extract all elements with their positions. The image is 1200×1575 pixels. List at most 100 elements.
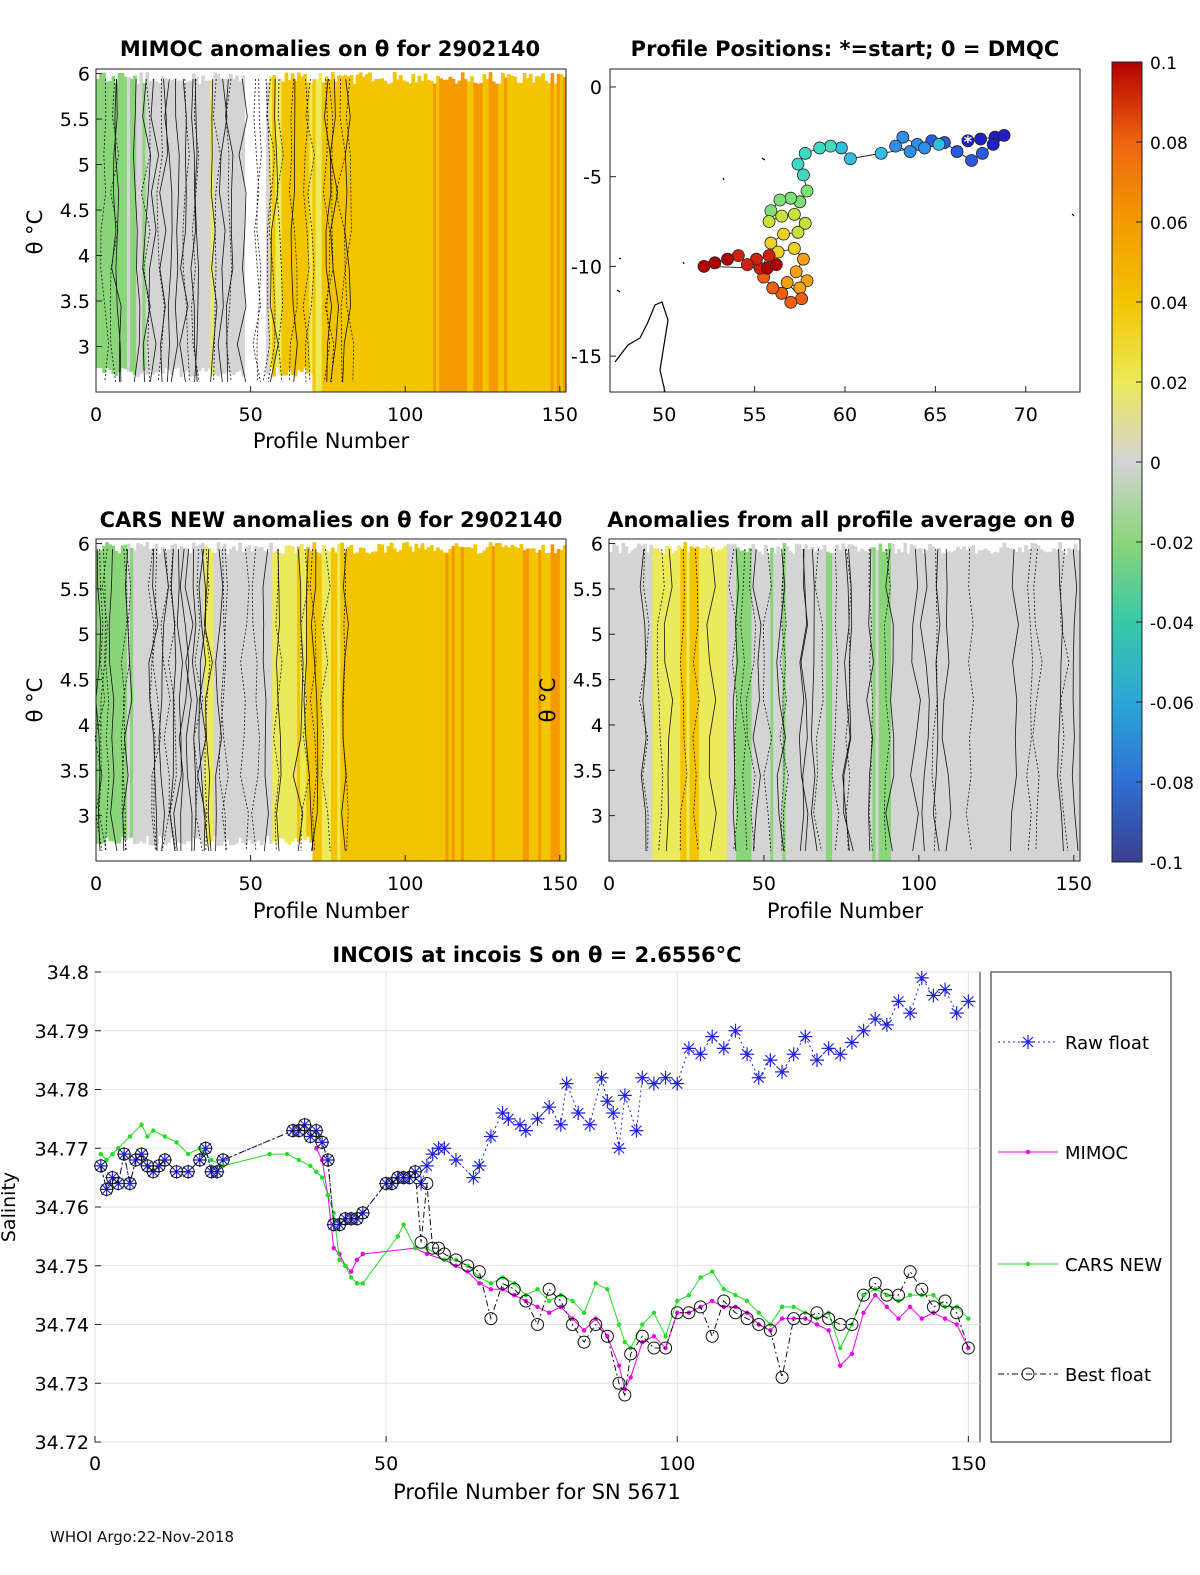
raw-float-marker (716, 1041, 731, 1056)
ytick-label: 5 (78, 155, 90, 177)
heatmap-cell (433, 551, 437, 861)
contour-line (780, 548, 787, 852)
heatmap-cell (1064, 553, 1069, 861)
contour-line (276, 548, 282, 852)
heatmap-cell (646, 552, 650, 861)
heatmap-cell (921, 553, 926, 861)
heatmap-cell (952, 550, 957, 861)
heatmap-cell (853, 546, 858, 861)
ytick-label: 5.5 (573, 579, 603, 601)
heatmap-cell (556, 548, 561, 861)
contour-line (252, 78, 261, 383)
model-marker (709, 1298, 715, 1304)
heatmap-cell (210, 80, 215, 375)
ytick-label: 3 (78, 806, 90, 828)
ytick-label: 6 (78, 64, 90, 86)
profile-point (777, 227, 790, 241)
heatmap-cell (133, 549, 137, 845)
contour-line (240, 548, 250, 852)
heatmap-cell (194, 76, 199, 376)
contour-line (225, 78, 234, 383)
heatmap-cell (729, 544, 734, 861)
model-marker (98, 1151, 104, 1157)
heatmap-cell (105, 81, 109, 369)
heatmap-cell (145, 542, 150, 837)
raw-float-marker (635, 1070, 650, 1085)
ytick-label: -10 (571, 256, 602, 278)
heatmap-cell (259, 547, 264, 846)
heatmap-cell (253, 546, 258, 843)
best-float-marker (682, 1306, 696, 1320)
contour-line (289, 78, 298, 383)
raw-float-marker (821, 1041, 836, 1056)
heatmap-cell (633, 548, 638, 861)
contour-line (198, 548, 210, 852)
profile-point (798, 146, 812, 160)
best-float-marker (728, 1306, 742, 1320)
heatmap-cell (275, 550, 280, 845)
cars-xlabel: Profile Number (253, 899, 410, 923)
heatmap-cell (460, 547, 465, 861)
heatmap-cell (680, 548, 684, 861)
heatmap-cell (501, 72, 505, 393)
heatmap-cell (157, 82, 162, 371)
heatmap-cell (931, 546, 935, 861)
positions-panel: Profile Positions: *=start; 0 = DMQC * 0… (571, 37, 1081, 426)
legend-label: Best float (1065, 1365, 1151, 1386)
colorbar-tick-label: -0.02 (1150, 534, 1194, 554)
best-float-marker (204, 1165, 218, 1179)
heatmap-cell (748, 547, 753, 861)
heatmap-cell (96, 550, 100, 844)
heatmap-cell (732, 544, 737, 861)
best-float-marker (740, 1312, 754, 1326)
ytick-label: 4 (591, 715, 603, 737)
heatmap-cell (417, 548, 422, 861)
heatmap-cell (562, 545, 567, 861)
heatmap-cell (160, 546, 165, 838)
contour-line (932, 548, 941, 852)
contour-line (132, 78, 141, 383)
heatmap-cell (241, 75, 246, 377)
raw-float-marker (122, 1176, 137, 1191)
raw-float-marker (501, 1111, 516, 1126)
heatmap-cell (392, 72, 397, 392)
heatmap-cell (535, 552, 539, 861)
contour-line (692, 548, 700, 852)
heatmap-cell (436, 75, 440, 392)
heatmap-cell (123, 76, 128, 370)
heatmap-cell (442, 79, 447, 393)
heatmap-cell (228, 73, 233, 374)
colorbar-tick-label: 0.1 (1150, 54, 1177, 74)
heatmap-cell (383, 552, 388, 861)
best-float-marker (531, 1318, 544, 1331)
heatmap-cell (182, 547, 187, 845)
raw-float-marker (466, 1170, 481, 1185)
heatmap-cell (754, 549, 759, 861)
heatmap-cell (318, 72, 323, 392)
contour-line (290, 78, 298, 383)
raw-float-marker (134, 1147, 149, 1162)
heatmap-cell (925, 550, 929, 861)
heatmap-cell (290, 73, 295, 375)
heatmap-cell (244, 546, 249, 846)
heatmap-cell (284, 545, 289, 843)
heatmap-cell (890, 544, 895, 861)
heatmap-cell (210, 552, 215, 842)
heatmap-cell (798, 544, 802, 861)
heatmap-cell (179, 546, 184, 844)
heatmap-cell (201, 543, 205, 845)
ytick-label: 6 (591, 534, 603, 556)
heatmap-cell (482, 74, 487, 393)
heatmap-cell (1036, 545, 1041, 861)
heatmap-cell (433, 83, 437, 392)
raw-float-marker (728, 1023, 743, 1038)
heatmap-cell (928, 544, 932, 861)
model-marker (675, 1298, 680, 1304)
best-float-marker (298, 1118, 312, 1132)
model-marker (546, 1298, 552, 1304)
colorbar-tick-label: -0.1 (1150, 854, 1183, 874)
contour-line (883, 548, 891, 852)
heatmap-cell (429, 80, 434, 393)
heatmap-cell (822, 544, 827, 861)
heatmap-cell (485, 79, 490, 392)
